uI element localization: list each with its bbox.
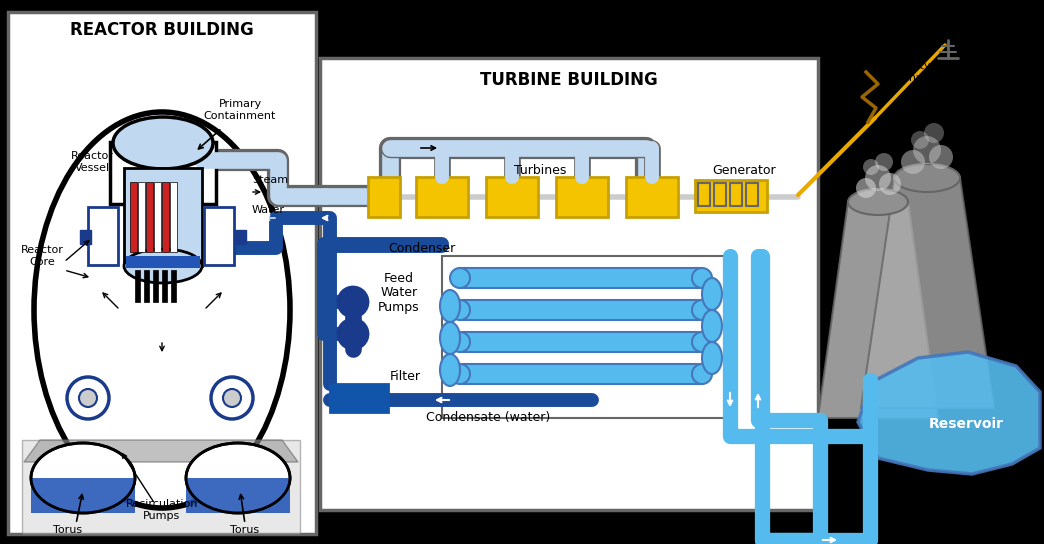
Text: Feed
Water
Pumps: Feed Water Pumps [378, 271, 420, 314]
Bar [330, 384, 388, 412]
Bar [135, 270, 140, 302]
Circle shape [338, 319, 367, 349]
Ellipse shape [848, 189, 908, 215]
Bar [487, 177, 538, 217]
Circle shape [692, 332, 712, 352]
Bar [235, 230, 246, 244]
Ellipse shape [34, 112, 290, 508]
Circle shape [924, 123, 944, 143]
Circle shape [914, 136, 941, 164]
Bar [124, 168, 201, 266]
Ellipse shape [186, 443, 290, 513]
Circle shape [450, 300, 470, 320]
Polygon shape [818, 202, 938, 418]
Polygon shape [24, 440, 298, 462]
Circle shape [211, 377, 253, 419]
Bar [442, 256, 730, 418]
Ellipse shape [702, 342, 722, 374]
Text: Water: Water [252, 205, 285, 215]
Circle shape [338, 287, 367, 317]
Bar [556, 177, 608, 217]
Ellipse shape [31, 443, 135, 513]
Text: Recirculation
Pumps: Recirculation Pumps [126, 499, 198, 521]
Bar [153, 270, 158, 302]
Ellipse shape [124, 249, 201, 283]
Circle shape [929, 145, 953, 169]
Bar [146, 182, 153, 252]
Circle shape [911, 131, 929, 149]
Text: Condenser: Condenser [388, 242, 455, 255]
Circle shape [450, 364, 470, 384]
Text: REACTOR BUILDING: REACTOR BUILDING [70, 21, 254, 39]
Circle shape [692, 300, 712, 320]
Text: Condensate (water): Condensate (water) [426, 411, 550, 424]
Polygon shape [22, 440, 300, 534]
Bar [714, 183, 726, 206]
Bar [204, 207, 234, 265]
Bar [460, 300, 702, 320]
Bar [126, 256, 200, 268]
Bar [138, 182, 145, 252]
Circle shape [67, 377, 109, 419]
Circle shape [879, 173, 901, 195]
Polygon shape [186, 478, 290, 513]
Ellipse shape [440, 354, 460, 386]
Ellipse shape [113, 117, 213, 169]
Bar [460, 268, 702, 288]
Text: Reservoir: Reservoir [928, 417, 1003, 431]
Circle shape [865, 165, 891, 191]
Bar [162, 270, 167, 302]
Circle shape [79, 389, 97, 407]
Polygon shape [861, 178, 994, 408]
Polygon shape [858, 352, 1040, 474]
Text: Electricity to
Switchyard: Electricity to Switchyard [875, 61, 945, 83]
Ellipse shape [702, 278, 722, 310]
Bar [730, 183, 742, 206]
Text: Generator: Generator [712, 164, 776, 176]
Circle shape [223, 389, 241, 407]
Text: Turbines: Turbines [514, 164, 566, 176]
Bar [698, 183, 710, 206]
Bar [695, 180, 767, 212]
Circle shape [450, 268, 470, 288]
Text: Torus: Torus [231, 525, 260, 535]
Bar [144, 270, 149, 302]
Text: Primary
Containment: Primary Containment [204, 99, 277, 121]
Ellipse shape [440, 290, 460, 322]
Bar [321, 58, 818, 510]
Text: TURBINE BUILDING: TURBINE BUILDING [480, 71, 658, 89]
Text: Steam: Steam [252, 175, 288, 185]
Ellipse shape [440, 322, 460, 354]
Bar [171, 270, 176, 302]
Bar [460, 332, 702, 352]
Ellipse shape [894, 164, 960, 192]
Bar [88, 207, 118, 265]
Circle shape [450, 332, 470, 352]
Bar [162, 182, 169, 252]
Circle shape [863, 159, 879, 175]
Text: Torus: Torus [53, 525, 82, 535]
Bar [626, 177, 678, 217]
Text: Filter: Filter [390, 369, 421, 382]
Bar [460, 364, 702, 384]
Circle shape [856, 178, 876, 198]
Bar [8, 12, 316, 534]
Bar [80, 230, 91, 244]
Bar [130, 182, 137, 252]
Bar [416, 177, 468, 217]
Bar [110, 142, 216, 204]
Circle shape [875, 153, 893, 171]
Bar [367, 177, 400, 217]
Ellipse shape [702, 310, 722, 342]
Text: Reactor
Vessel: Reactor Vessel [71, 151, 114, 173]
Bar [746, 183, 758, 206]
Circle shape [692, 364, 712, 384]
Polygon shape [31, 478, 135, 513]
Bar [155, 182, 161, 252]
Text: Reactor
Core: Reactor Core [21, 245, 64, 267]
Circle shape [901, 150, 925, 174]
Circle shape [692, 268, 712, 288]
Bar [170, 182, 177, 252]
